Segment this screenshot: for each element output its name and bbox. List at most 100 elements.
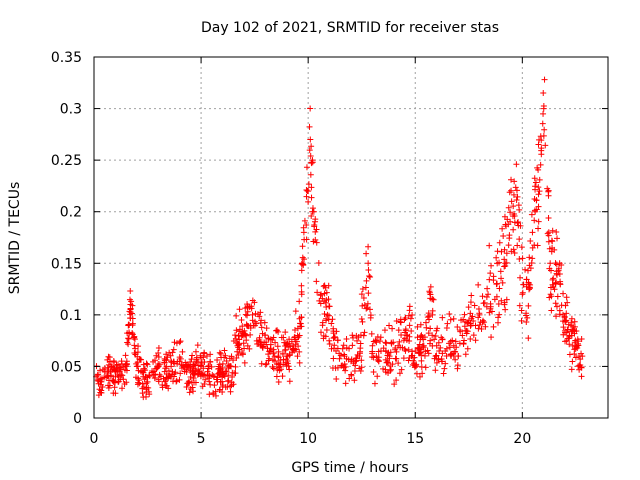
- data-point: [235, 341, 242, 348]
- data-point: [368, 330, 375, 337]
- data-point: [387, 366, 394, 373]
- data-point: [545, 214, 552, 221]
- data-point: [307, 105, 314, 112]
- data-point: [452, 338, 459, 345]
- data-point: [528, 211, 535, 218]
- data-point: [107, 358, 114, 365]
- data-point: [285, 344, 292, 351]
- x-tick-label: 20: [513, 431, 531, 447]
- data-point: [127, 306, 134, 313]
- data-point: [125, 335, 132, 342]
- data-point: [566, 332, 573, 339]
- grid-lines: [94, 57, 608, 418]
- data-point: [188, 356, 195, 363]
- data-point: [139, 369, 146, 376]
- data-point: [151, 374, 158, 381]
- data-point: [342, 380, 349, 387]
- data-point: [522, 266, 529, 273]
- x-tick-label: 5: [197, 431, 206, 447]
- data-point: [566, 341, 573, 348]
- data-point: [137, 368, 144, 375]
- data-point: [540, 110, 547, 117]
- data-point: [563, 329, 570, 336]
- data-point: [358, 291, 365, 298]
- data-point: [275, 378, 282, 385]
- data-point: [465, 304, 472, 311]
- data-point: [475, 281, 482, 288]
- data-point: [239, 323, 246, 330]
- data-point: [167, 358, 174, 365]
- data-point: [516, 236, 523, 243]
- data-point: [271, 353, 278, 360]
- data-point: [526, 254, 533, 261]
- data-point: [361, 329, 368, 336]
- data-point: [168, 363, 175, 370]
- data-point: [537, 161, 544, 168]
- data-point: [233, 312, 240, 319]
- data-point: [395, 342, 402, 349]
- data-point: [136, 356, 143, 363]
- data-point: [462, 351, 469, 358]
- data-point: [206, 378, 213, 385]
- data-point: [177, 370, 184, 377]
- data-point: [328, 320, 335, 327]
- data-point: [256, 313, 263, 320]
- data-point: [480, 300, 487, 307]
- data-point: [233, 327, 240, 334]
- data-point: [243, 337, 250, 344]
- y-tick-label: 0.15: [51, 256, 82, 272]
- plot-frame: [93, 56, 609, 419]
- data-point: [444, 320, 451, 327]
- data-point: [151, 357, 158, 364]
- data-point: [541, 76, 548, 83]
- data-point: [393, 355, 400, 362]
- data-point: [452, 349, 459, 356]
- data-point: [312, 218, 319, 225]
- data-point: [459, 332, 466, 339]
- x-tick-label: 15: [406, 431, 424, 447]
- data-point: [398, 332, 405, 339]
- data-point: [296, 298, 303, 305]
- data-point: [308, 160, 315, 167]
- data-point: [127, 287, 134, 294]
- data-point: [523, 276, 530, 283]
- data-point: [111, 379, 118, 386]
- data-point: [486, 242, 493, 249]
- data-point: [229, 374, 236, 381]
- data-point: [396, 370, 403, 377]
- data-point: [496, 285, 503, 292]
- data-point: [506, 189, 513, 196]
- data-point: [526, 285, 533, 292]
- data-point: [499, 279, 506, 286]
- data-point: [393, 377, 400, 384]
- data-point: [438, 358, 445, 365]
- data-point: [576, 366, 583, 373]
- data-point: [495, 319, 502, 326]
- data-point: [228, 363, 235, 370]
- data-point: [297, 323, 304, 330]
- data-point: [370, 354, 377, 361]
- data-point: [548, 293, 555, 300]
- data-point: [464, 345, 471, 352]
- data-point: [496, 239, 503, 246]
- data-point: [402, 327, 409, 334]
- data-point: [387, 363, 394, 370]
- data-point: [273, 327, 280, 334]
- data-point: [503, 223, 510, 230]
- data-point: [277, 357, 284, 364]
- data-point: [555, 267, 562, 274]
- data-point: [572, 342, 579, 349]
- data-point: [570, 323, 577, 330]
- data-point: [359, 318, 366, 325]
- data-point: [501, 301, 508, 308]
- data-point: [307, 171, 314, 178]
- data-point: [123, 363, 130, 370]
- data-point: [389, 325, 396, 332]
- data-point: [418, 357, 425, 364]
- data-point: [511, 210, 518, 217]
- data-point: [235, 351, 242, 358]
- data-point: [326, 303, 333, 310]
- data-point: [309, 205, 316, 212]
- data-point: [262, 361, 269, 368]
- y-tick-label: 0.1: [60, 308, 82, 324]
